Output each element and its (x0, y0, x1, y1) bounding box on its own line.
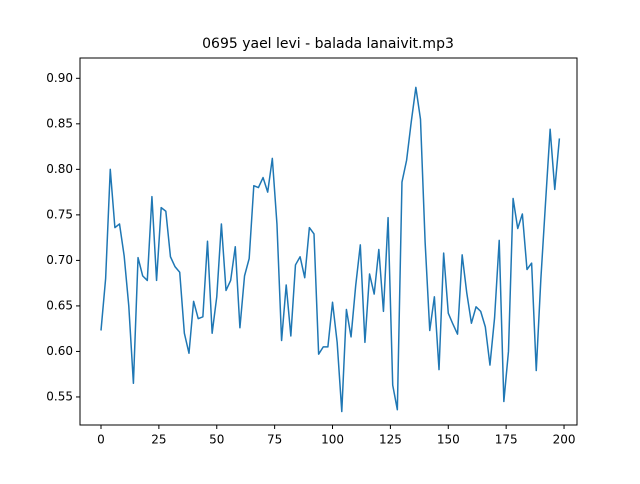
x-tick-label: 100 (321, 433, 344, 447)
chart-title: 0695 yael levi - balada lanaivit.mp3 (202, 36, 454, 52)
x-tick-label: 50 (209, 433, 224, 447)
x-tick-label: 0 (97, 433, 105, 447)
x-tick-label: 175 (495, 433, 518, 447)
x-tick-label: 125 (379, 433, 402, 447)
x-tick-label: 25 (151, 433, 166, 447)
x-tick-label: 75 (267, 433, 282, 447)
y-tick-label: 0.85 (46, 116, 73, 130)
y-tick-label: 0.80 (46, 162, 73, 176)
line-series (100, 86, 561, 413)
y-tick-label: 0.55 (46, 389, 73, 403)
y-tick-label: 0.90 (46, 71, 73, 85)
y-tick-label: 0.60 (46, 344, 73, 358)
x-tick-label: 150 (437, 433, 460, 447)
plot-frame (79, 57, 578, 426)
y-tick-label: 0.65 (46, 298, 73, 312)
y-tick-label: 0.75 (46, 207, 73, 221)
y-tick-label: 0.70 (46, 253, 73, 267)
x-tick-label: 200 (553, 433, 576, 447)
